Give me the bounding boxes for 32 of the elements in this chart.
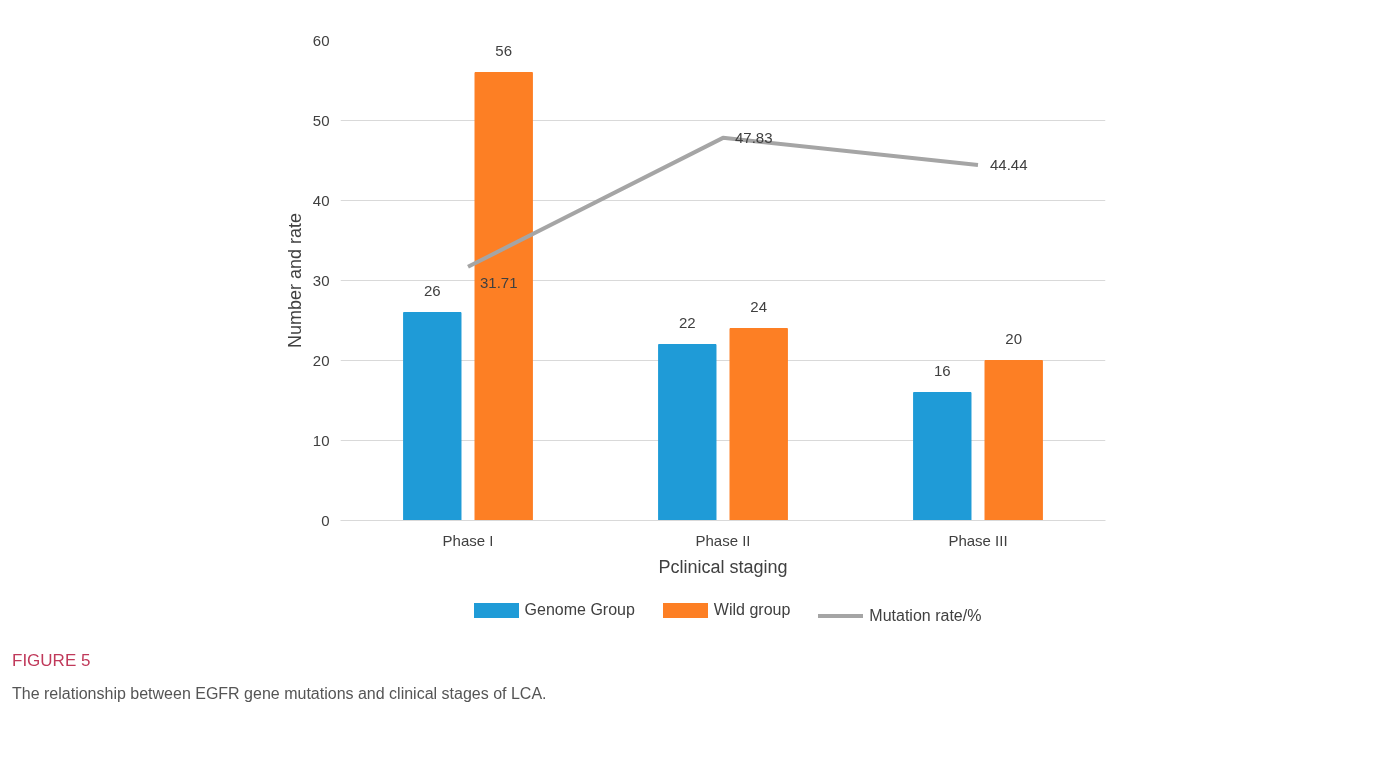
bar [658, 344, 717, 521]
legend-label: Wild group [713, 600, 791, 620]
data-label: 22 [678, 313, 696, 331]
y-tick-label: 0 [321, 511, 330, 529]
x-tick-label: Phase III [948, 531, 1008, 549]
text: The relationship between EGFR gene mutations and clinical stages of LCA. [12, 684, 547, 704]
y-tick-label: 30 [312, 271, 330, 289]
data-label: 31.71 [480, 273, 518, 291]
x-tick-label: Phase I [442, 531, 494, 549]
y-tick-label: 60 [312, 31, 330, 49]
data-label: 26 [423, 281, 441, 299]
y-tick-label: 40 [312, 191, 330, 209]
legend-label: Genome Group [524, 600, 635, 620]
x-tick-label: Phase II [695, 531, 751, 549]
bar [729, 328, 788, 521]
y-axis-title: Number and rate [284, 212, 305, 349]
legend-label: Mutation rate/% [869, 605, 982, 626]
data-label: 16 [933, 361, 951, 379]
y-tick-label: 10 [312, 431, 330, 449]
x-axis-title: Pclinical staging [658, 556, 788, 577]
data-label: 47.83 [735, 128, 773, 146]
bar [913, 392, 972, 521]
data-label: 20 [1005, 329, 1023, 347]
bar [984, 360, 1043, 521]
bar [474, 72, 533, 521]
data-label: 24 [750, 297, 768, 315]
y-tick-label: 50 [312, 111, 330, 129]
caption: FIGURE 5 [12, 650, 91, 672]
bar [403, 312, 462, 521]
data-label: 44.44 [990, 155, 1028, 173]
y-tick-label: 20 [312, 351, 330, 369]
data-label: 56 [495, 41, 513, 59]
